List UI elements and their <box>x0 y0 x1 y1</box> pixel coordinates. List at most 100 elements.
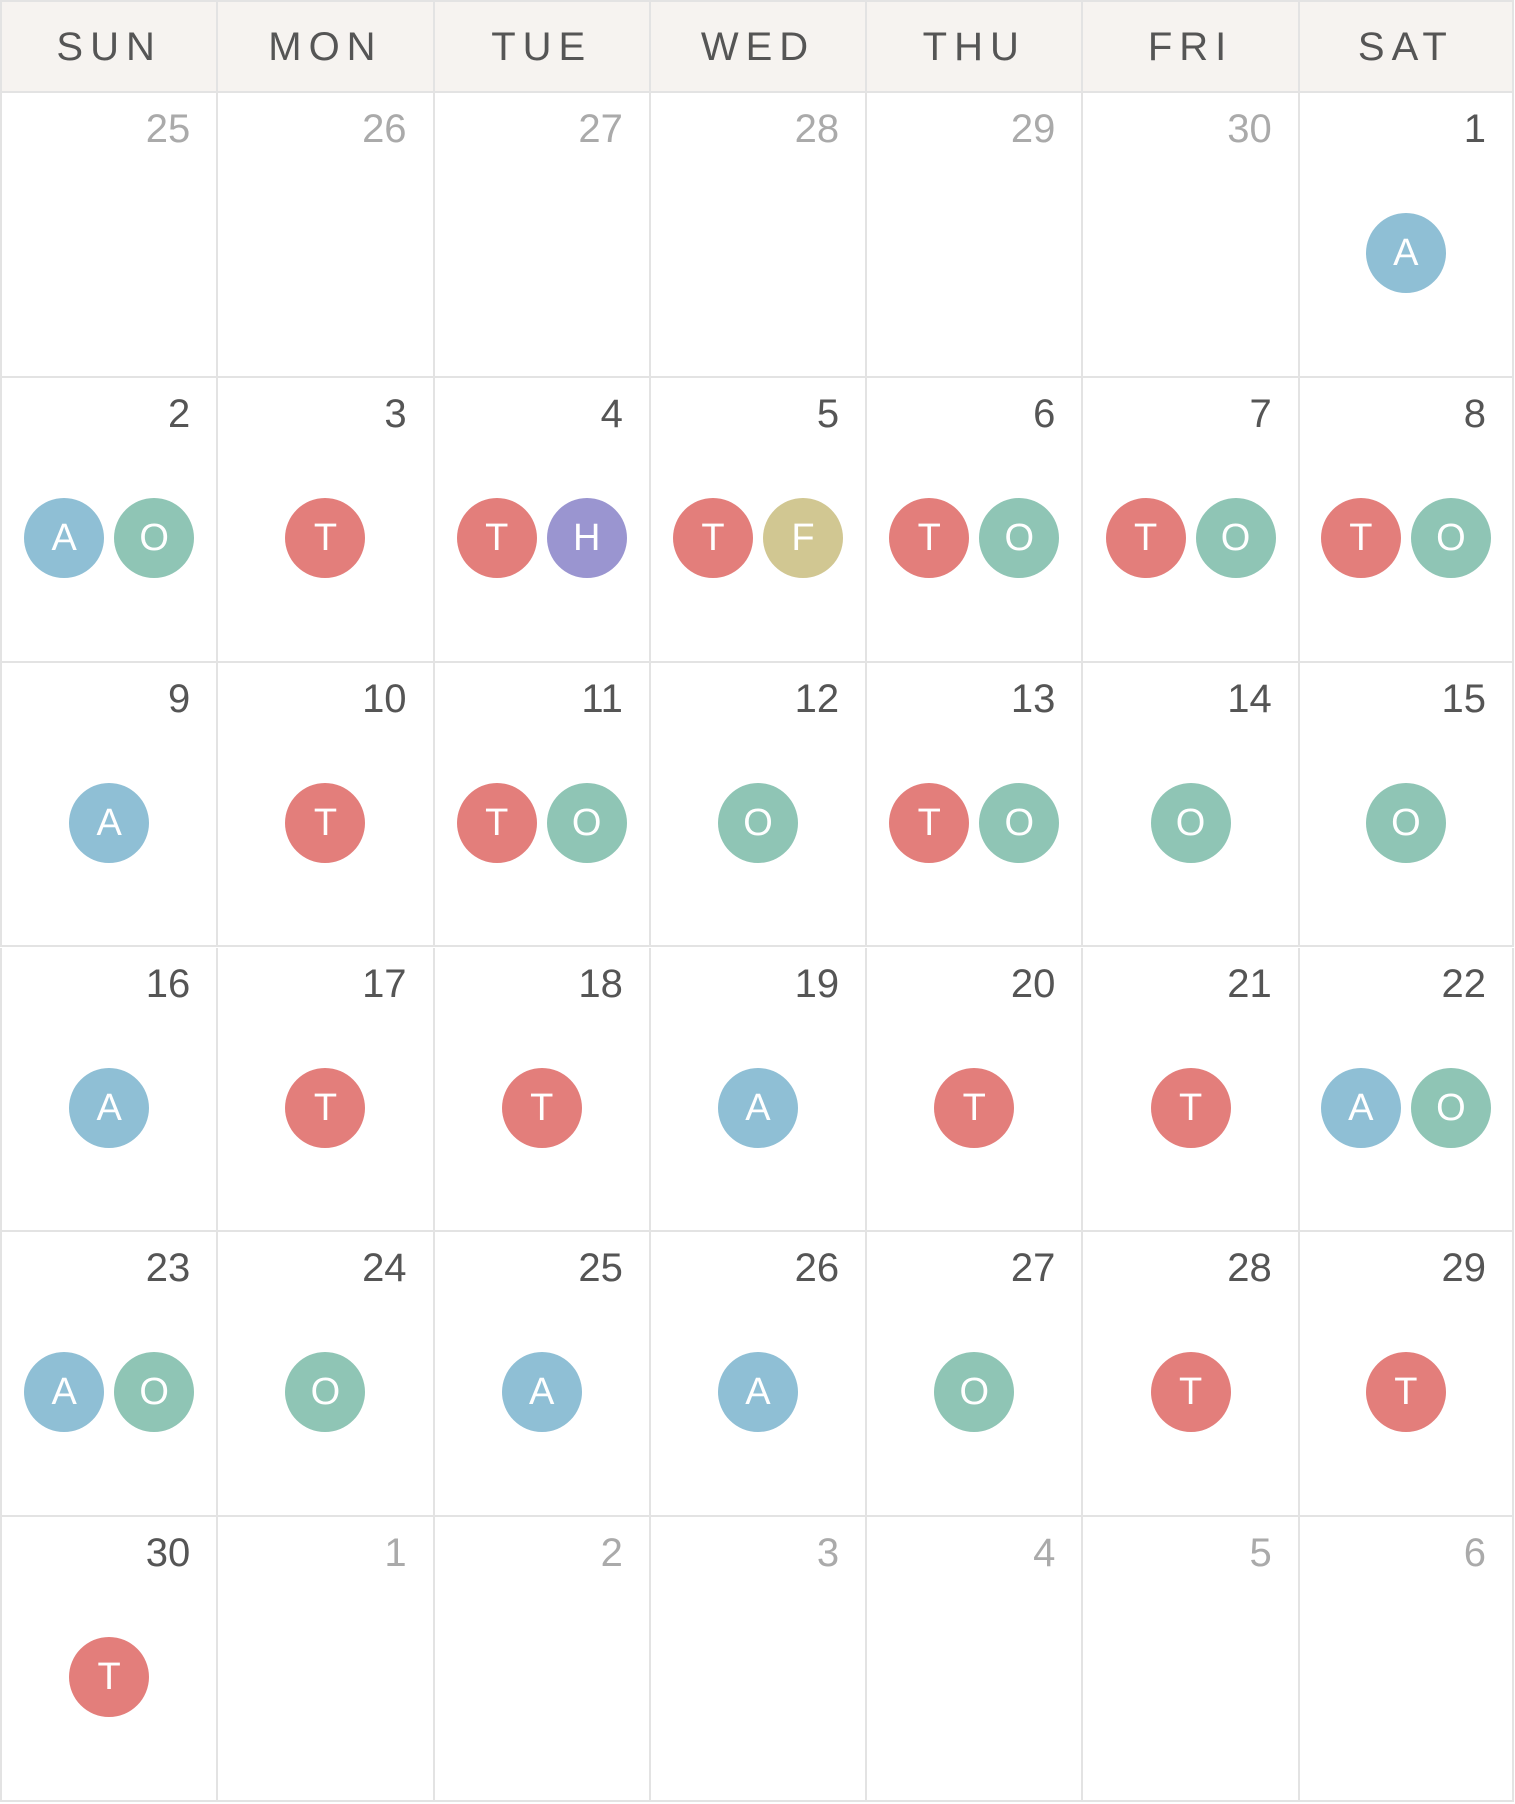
day-number: 4 <box>600 391 623 436</box>
day-number: 28 <box>794 107 840 151</box>
day-cell[interactable]: 28 T <box>1081 1232 1298 1518</box>
day-cell[interactable]: 25 A <box>432 1232 649 1518</box>
event-badge-o[interactable]: O <box>285 1352 366 1433</box>
event-badge-h[interactable]: H <box>546 497 627 578</box>
day-cell[interactable]: 15 O <box>1297 662 1514 948</box>
day-cell[interactable]: 25 <box>0 93 217 378</box>
day-cell[interactable]: 28 <box>648 93 866 378</box>
day-cell[interactable]: 29 <box>865 93 1082 378</box>
event-badge-o[interactable]: O <box>1365 782 1446 863</box>
event-badge-a[interactable]: A <box>501 1352 582 1433</box>
event-badge-o[interactable]: O <box>1195 497 1276 578</box>
event-badge-o[interactable]: O <box>717 782 798 863</box>
event-badge-a[interactable]: A <box>24 1352 105 1433</box>
day-cell[interactable]: 14 O <box>1081 662 1298 948</box>
event-badge-t[interactable]: T <box>501 1067 582 1148</box>
event-badge-o[interactable]: O <box>979 497 1060 578</box>
day-cell[interactable]: 6 <box>1297 1517 1514 1802</box>
day-cell[interactable]: 27 O <box>865 1232 1082 1518</box>
event-badge-t[interactable]: T <box>285 1067 366 1148</box>
event-badge-o[interactable]: O <box>546 782 627 863</box>
day-cell[interactable]: 30 T <box>0 1517 217 1802</box>
event-badge-t[interactable]: T <box>1105 497 1186 578</box>
day-cell[interactable]: 23 A O <box>0 1232 217 1518</box>
event-badge-a[interactable]: A <box>24 497 105 578</box>
day-number: 19 <box>794 961 840 1006</box>
day-cell[interactable]: 26 <box>216 93 433 378</box>
event-badge-t[interactable]: T <box>1150 1352 1231 1433</box>
weekday-header: SUN MON TUE WED THU FRI SAT <box>0 0 1514 93</box>
day-cell[interactable]: 10 T <box>216 662 433 948</box>
day-cell[interactable]: 2 <box>432 1517 649 1802</box>
day-cell[interactable]: 17 T <box>216 947 433 1233</box>
day-cell[interactable]: 24 O <box>216 1232 433 1518</box>
event-badge-t[interactable]: T <box>456 782 537 863</box>
day-cell[interactable]: 13 T O <box>865 662 1082 948</box>
day-cell[interactable]: 12 O <box>648 662 866 948</box>
day-cell[interactable]: 21 T <box>1081 947 1298 1233</box>
day-cell[interactable]: 26 A <box>648 1232 866 1518</box>
event-badge-t[interactable]: T <box>889 782 970 863</box>
day-cell[interactable]: 4 <box>865 1517 1082 1802</box>
day-cell[interactable]: 19 A <box>648 947 866 1233</box>
event-badge-a[interactable]: A <box>69 782 150 863</box>
event-badge-t[interactable]: T <box>1365 1352 1446 1433</box>
day-cell[interactable]: 1 <box>216 1517 433 1802</box>
event-list: A <box>651 1067 865 1148</box>
day-number: 8 <box>1463 391 1486 436</box>
event-badge-o[interactable]: O <box>114 1352 195 1433</box>
day-cell[interactable]: 27 <box>432 93 649 378</box>
event-badge-t[interactable]: T <box>889 497 970 578</box>
event-badge-o[interactable]: O <box>1410 1067 1491 1148</box>
event-badge-t[interactable]: T <box>672 497 753 578</box>
event-list: A <box>435 1352 649 1433</box>
day-cell[interactable]: 22 A O <box>1297 947 1514 1233</box>
event-badge-t[interactable]: T <box>934 1067 1015 1148</box>
event-badge-o[interactable]: O <box>934 1352 1015 1433</box>
event-badge-t[interactable]: T <box>69 1637 150 1718</box>
event-list: O <box>867 1352 1081 1433</box>
event-badge-o[interactable]: O <box>1150 782 1231 863</box>
day-cell[interactable]: 18 T <box>432 947 649 1233</box>
day-number: 2 <box>168 391 191 436</box>
event-badge-o[interactable]: O <box>114 497 195 578</box>
day-cell[interactable]: 29 T <box>1297 1232 1514 1518</box>
day-number: 2 <box>600 1531 623 1576</box>
event-badge-a[interactable]: A <box>717 1352 798 1433</box>
event-badge-a[interactable]: A <box>1320 1067 1401 1148</box>
day-cell[interactable]: 30 <box>1081 93 1298 378</box>
event-list: A <box>1300 213 1512 293</box>
event-badge-t[interactable]: T <box>285 497 366 578</box>
event-badge-f[interactable]: F <box>762 497 843 578</box>
event-badge-a[interactable]: A <box>1365 213 1446 293</box>
event-badge-o[interactable]: O <box>979 782 1060 863</box>
day-number: 15 <box>1441 676 1486 721</box>
event-badge-t[interactable]: T <box>456 497 537 578</box>
event-badge-o[interactable]: O <box>1410 497 1491 578</box>
day-cell[interactable]: 16 A <box>0 947 217 1233</box>
day-number: 25 <box>578 1246 623 1291</box>
event-badge-a[interactable]: A <box>717 1067 798 1148</box>
event-badge-t[interactable]: T <box>1320 497 1401 578</box>
day-number: 1 <box>384 1531 407 1576</box>
day-number: 29 <box>1441 1246 1486 1291</box>
event-badge-t[interactable]: T <box>285 782 366 863</box>
day-cell[interactable]: 20 T <box>865 947 1082 1233</box>
day-cell[interactable]: 11 T O <box>432 662 649 948</box>
day-cell[interactable]: 3 <box>648 1517 866 1802</box>
event-badge-t[interactable]: T <box>1150 1067 1231 1148</box>
day-cell[interactable]: 5 <box>1081 1517 1298 1802</box>
day-number: 17 <box>362 961 407 1006</box>
event-badge-a[interactable]: A <box>69 1067 150 1148</box>
